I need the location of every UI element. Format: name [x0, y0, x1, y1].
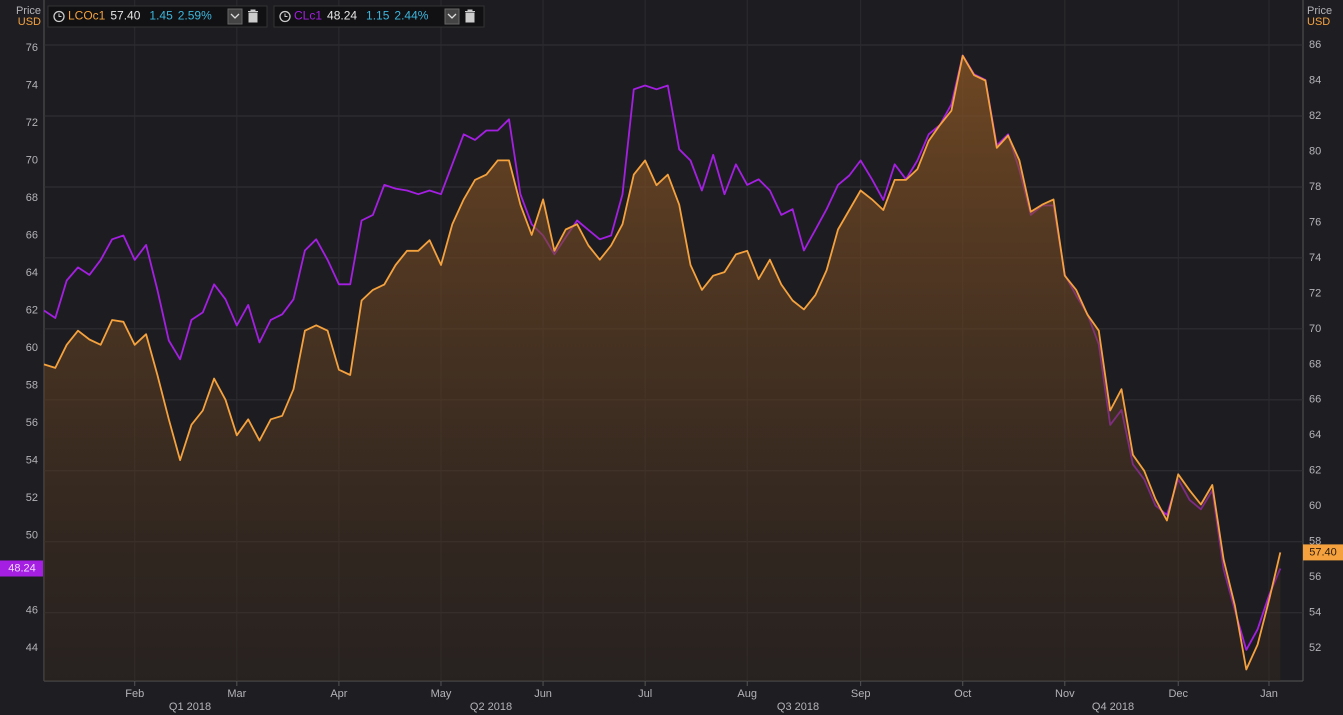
y-tick-label: 66: [26, 229, 38, 241]
legend-name: LCOc1: [68, 9, 106, 23]
clock-icon: [279, 10, 291, 23]
area: [44, 55, 1281, 681]
x-tick-label: Aug: [737, 688, 757, 700]
legend: LCOc1 57.40 1.45 2.59% CLc1 48.24 1.15 2.44%: [47, 5, 485, 28]
y2-tick-label: 62: [1309, 465, 1321, 477]
delete-button[interactable]: [248, 9, 258, 23]
x-tick-label: May: [431, 688, 452, 700]
y-tick-label: 52: [26, 492, 38, 504]
legend-box: [47, 5, 268, 28]
legend-last: 48.24: [327, 9, 357, 23]
delete-button[interactable]: [465, 9, 475, 23]
y2-tick-label: 84: [1309, 74, 1321, 86]
y-tick-label: 44: [26, 642, 38, 654]
y2-tick-label: 80: [1309, 145, 1321, 157]
y-tick-label: 54: [26, 454, 38, 466]
y2-tick-label: 78: [1309, 181, 1321, 193]
legend-change: 1.45: [149, 9, 173, 23]
x-tick-label: Oct: [954, 688, 971, 700]
y2-tick-label: 60: [1309, 500, 1321, 512]
dropdown-button[interactable]: [444, 8, 460, 25]
legend-name: CLc1: [294, 9, 322, 23]
x-tick-label: Jan: [1260, 688, 1278, 700]
y2-tick-label: 82: [1309, 110, 1321, 122]
x-tick-label: Jun: [534, 688, 552, 700]
clock-hand: [284, 13, 288, 17]
y2-axis-title: Price: [1307, 5, 1332, 17]
y2-tick-label: 86: [1309, 39, 1321, 51]
y2-tick-label: 68: [1309, 358, 1321, 370]
x-tick-label: Jul: [638, 688, 652, 700]
legend-change-pct: 2.59%: [178, 9, 212, 23]
quarter-label: Q3 2018: [777, 701, 819, 713]
legend-change: 1.15: [366, 9, 390, 23]
last-value-label: 57.40: [1309, 546, 1337, 558]
x-tick-label: Nov: [1055, 688, 1075, 700]
last-value-label: 48.24: [8, 562, 36, 574]
y2-tick-label: 74: [1309, 252, 1321, 264]
x-tick-label: Mar: [227, 688, 246, 700]
y2-tick-label: 66: [1309, 394, 1321, 406]
dropdown-arrow: [230, 13, 240, 19]
dropdown-arrow: [447, 13, 457, 19]
y-axis-unit: USD: [18, 16, 41, 28]
y-tick-label: 56: [26, 417, 38, 429]
y2-axis-unit: USD: [1307, 16, 1330, 28]
y-axis-title: Price: [16, 5, 41, 17]
clock-icon: [53, 10, 65, 23]
line: [43, 54, 1282, 671]
legend-box: [273, 5, 485, 28]
y-tick-label: 72: [26, 117, 38, 129]
y2-tick-label: 52: [1309, 642, 1321, 654]
legend-last: 57.40: [110, 9, 140, 23]
y-tick-label: 64: [26, 267, 38, 279]
last-value-tag: [0, 560, 43, 577]
y2-tick-label: 56: [1309, 571, 1321, 583]
y-tick-label: 62: [26, 304, 38, 316]
quarter-label: Q2 2018: [470, 701, 512, 713]
last-value-tag: [1303, 544, 1343, 561]
y-tick-label: 50: [26, 529, 38, 541]
y-tick-label: 58: [26, 379, 38, 391]
clock-hand: [58, 13, 62, 17]
y2-tick-label: 64: [1309, 429, 1321, 441]
y-tick-label: 60: [26, 342, 38, 354]
quarter-label: Q1 2018: [169, 701, 211, 713]
y-tick-label: 74: [26, 79, 38, 91]
x-tick-label: Apr: [330, 688, 347, 700]
y2-tick-label: 70: [1309, 323, 1321, 335]
legend-change-pct: 2.44%: [394, 9, 428, 23]
y-tick-label: 70: [26, 154, 38, 166]
y2-tick-label: 54: [1309, 607, 1321, 619]
dropdown-button[interactable]: [227, 8, 243, 25]
x-tick-label: Sep: [851, 688, 871, 700]
quarter-label: Q4 2018: [1092, 701, 1134, 713]
x-tick-label: Feb: [125, 688, 144, 700]
x-tick-label: Dec: [1168, 688, 1188, 700]
y-tick-label: 68: [26, 192, 38, 204]
y2-tick-label: 72: [1309, 287, 1321, 299]
y-tick-label: 76: [26, 42, 38, 54]
y-tick-label: 46: [26, 604, 38, 616]
y2-tick-label: 76: [1309, 216, 1321, 228]
